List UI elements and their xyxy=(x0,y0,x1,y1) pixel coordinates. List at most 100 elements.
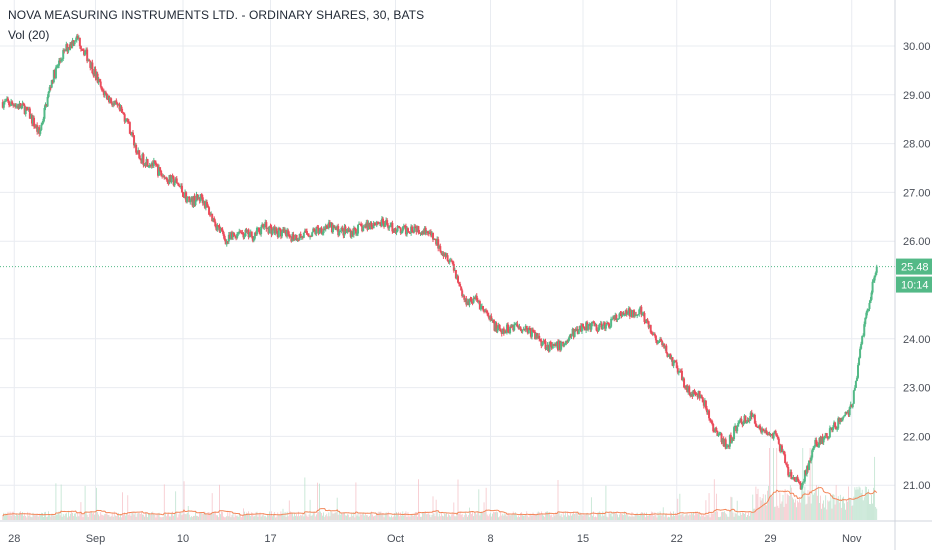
candle-body xyxy=(621,312,624,317)
candle-body xyxy=(577,329,580,334)
candle xyxy=(815,437,818,447)
candle xyxy=(589,323,592,333)
volume-bar xyxy=(93,512,94,520)
candle xyxy=(382,216,384,225)
candle-body xyxy=(62,50,65,59)
volume-bar xyxy=(785,503,787,520)
candle-body xyxy=(746,420,749,423)
candle xyxy=(504,329,507,334)
candle xyxy=(841,417,844,422)
candle-body xyxy=(143,164,146,166)
candle xyxy=(816,441,819,448)
volume-bar xyxy=(374,515,376,520)
candle-body xyxy=(749,412,752,419)
volume-bar xyxy=(298,511,299,520)
volume-bar xyxy=(595,516,596,520)
candle xyxy=(361,223,364,233)
candle xyxy=(90,61,93,70)
candle-body xyxy=(774,430,777,434)
volume-bar xyxy=(43,516,44,520)
candle-body xyxy=(142,154,145,166)
volume-bar xyxy=(751,511,753,520)
volume-bar xyxy=(462,517,464,520)
candle xyxy=(208,206,211,216)
volume-bar xyxy=(14,515,16,520)
candle-body xyxy=(307,234,309,236)
volume-bar xyxy=(15,513,17,520)
candle xyxy=(819,435,822,445)
candle-body xyxy=(21,103,24,106)
candle xyxy=(262,223,265,230)
volume-bar xyxy=(509,515,511,520)
volume-bar xyxy=(774,506,776,520)
volume-bar xyxy=(138,513,140,520)
volume-bar xyxy=(590,497,592,520)
candle-body xyxy=(73,41,76,45)
candle xyxy=(874,271,877,278)
volume-bar xyxy=(714,511,716,520)
volume-bar xyxy=(505,514,507,520)
volume-bar xyxy=(148,513,149,520)
volume-bar xyxy=(545,511,546,520)
candle xyxy=(728,434,731,450)
candle-body xyxy=(808,460,811,470)
candle-body xyxy=(90,62,93,68)
volume-bar xyxy=(279,514,281,520)
volume-bar xyxy=(58,511,60,520)
volume-bar xyxy=(415,512,417,520)
candle xyxy=(295,234,298,241)
volume-bar xyxy=(576,512,578,520)
candle xyxy=(191,196,194,208)
candle-body xyxy=(59,60,62,62)
candle xyxy=(870,290,873,301)
candle-body xyxy=(208,207,211,215)
candle xyxy=(32,114,34,127)
candle-body xyxy=(541,342,544,346)
candle-body xyxy=(19,103,22,109)
candle xyxy=(771,432,774,439)
volume-bar xyxy=(815,485,817,520)
volume-bar xyxy=(757,488,759,520)
candle-body xyxy=(680,370,683,381)
candle-body xyxy=(502,328,505,334)
candle xyxy=(320,226,323,235)
volume-bar xyxy=(804,486,806,520)
candle xyxy=(709,418,712,423)
candle-body xyxy=(434,238,437,240)
candle xyxy=(243,233,246,240)
candle xyxy=(713,429,716,433)
candle xyxy=(136,150,139,155)
candle xyxy=(794,480,797,482)
candle-body xyxy=(420,233,423,235)
candle xyxy=(491,318,494,323)
candle-body xyxy=(361,226,364,232)
candle xyxy=(61,58,64,63)
candle xyxy=(686,384,689,393)
volume-bar xyxy=(410,514,412,520)
candle xyxy=(667,354,670,357)
candle xyxy=(567,337,570,343)
candle xyxy=(854,380,857,388)
candle xyxy=(616,318,619,323)
candle-body xyxy=(850,404,853,408)
volume-bar xyxy=(251,512,253,520)
volume-bar xyxy=(640,512,642,520)
candle xyxy=(710,419,713,424)
candle xyxy=(576,326,579,335)
candle xyxy=(459,281,462,287)
volume-bar xyxy=(599,511,601,520)
volume-bar xyxy=(609,513,611,520)
volume-bar xyxy=(304,477,306,520)
volume-bar xyxy=(728,516,730,520)
candle-body xyxy=(801,482,804,486)
candle xyxy=(224,238,227,245)
candle xyxy=(187,196,190,199)
candle xyxy=(472,295,475,304)
candle-body xyxy=(480,306,483,308)
candle xyxy=(303,228,306,234)
candle-body xyxy=(857,365,859,378)
candle xyxy=(182,191,184,197)
candle xyxy=(527,326,530,334)
candle-body xyxy=(565,340,568,344)
